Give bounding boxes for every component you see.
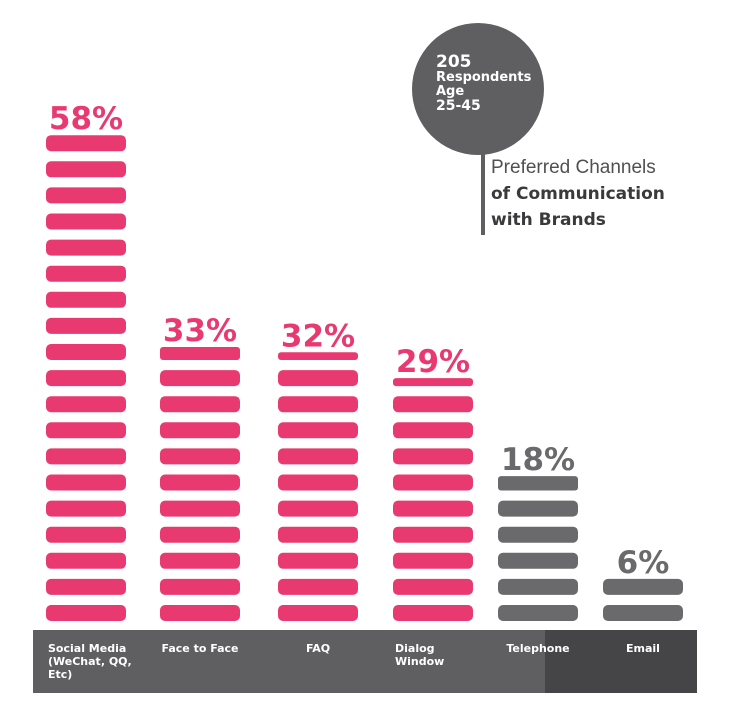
category-label: Face to Face [161, 642, 238, 655]
bar-segment [46, 448, 126, 465]
category-label: Telephone [506, 642, 569, 655]
bar-segment [160, 474, 240, 491]
bar-segment [160, 448, 240, 465]
bar-segment [46, 552, 126, 569]
value-label: 29% [396, 344, 470, 380]
bar-segment [46, 187, 126, 204]
title-rule [481, 153, 485, 235]
respondents-label: Respondents [436, 70, 532, 85]
bar-segment [393, 552, 473, 569]
bar-segment-partial [393, 378, 473, 387]
category-label: FAQ [306, 642, 330, 655]
bar-segment [46, 605, 126, 621]
bar-segment-partial [498, 476, 578, 491]
bar-segment [46, 161, 126, 178]
bar-segment [46, 370, 126, 387]
bar-segment [46, 422, 126, 439]
value-label: 6% [617, 545, 670, 581]
bar-segment [278, 448, 358, 465]
bar-segment [278, 474, 358, 491]
bar-segment [278, 552, 358, 569]
bar-segment [393, 605, 473, 621]
bar-segment [498, 578, 578, 595]
title-line-1: Preferred Channels [491, 157, 656, 178]
bar-segment [393, 396, 473, 413]
value-label: 33% [163, 313, 237, 349]
bar-segment [46, 474, 126, 491]
category-label: Dialog [395, 642, 435, 655]
bar-segment-partial [160, 347, 240, 360]
bar-segment [393, 422, 473, 439]
bar-segment [278, 578, 358, 595]
bar-segment [46, 500, 126, 517]
bar-segment-partial [278, 352, 358, 360]
category-label: Etc) [48, 668, 72, 681]
bar-segment [160, 605, 240, 621]
bar-segment [46, 291, 126, 308]
bar-segment [393, 474, 473, 491]
value-label: 18% [501, 442, 575, 478]
bar-segment [46, 578, 126, 595]
bar-segment [278, 370, 358, 387]
bar-segment [160, 552, 240, 569]
category-label: Email [626, 642, 660, 655]
bar-segment [393, 448, 473, 465]
bar-segment [46, 135, 126, 152]
bar-segment [498, 605, 578, 621]
value-label: 32% [281, 318, 355, 354]
value-label: 58% [49, 101, 123, 137]
category-label: (WeChat, QQ, [48, 655, 132, 668]
age-label: Age [436, 84, 465, 99]
axis-band-shade [545, 630, 697, 693]
bar-segment [393, 500, 473, 517]
bar-segment [46, 239, 126, 256]
bar-segment [46, 265, 126, 282]
respondents-badge: 205 Respondents Age 25-45 [412, 23, 544, 155]
bar-segment [498, 526, 578, 543]
bar-segment [603, 605, 683, 621]
bar-segment [160, 578, 240, 595]
title-line-2: of Communication [491, 184, 665, 204]
title-line-3: with Brands [491, 210, 606, 230]
bar-segment [278, 500, 358, 517]
respondents-count: 205 [436, 52, 472, 72]
bar-segment [46, 317, 126, 334]
bar-segment [393, 578, 473, 595]
bar-segment [393, 526, 473, 543]
bar-segment [46, 213, 126, 230]
bar-segment [160, 526, 240, 543]
bar-segment [278, 396, 358, 413]
bar-segment [160, 396, 240, 413]
bar-segment [160, 422, 240, 439]
bar-segment [498, 552, 578, 569]
bar-segment [278, 526, 358, 543]
bar-segment [46, 526, 126, 543]
bar-segment [498, 500, 578, 517]
badge-text: 205 Respondents Age 25-45 [436, 53, 531, 113]
bar-segment [278, 605, 358, 621]
age-range: 25-45 [436, 98, 481, 114]
chart-title: Preferred Channels of Communication with… [491, 155, 665, 233]
category-label: Social Media [48, 642, 126, 655]
bar-segment [160, 500, 240, 517]
category-label: Window [395, 655, 444, 668]
bar-segment [46, 344, 126, 360]
bar-segment [278, 422, 358, 439]
bar-segment [160, 370, 240, 387]
bar-segment [46, 396, 126, 413]
bar-segment [603, 578, 683, 595]
